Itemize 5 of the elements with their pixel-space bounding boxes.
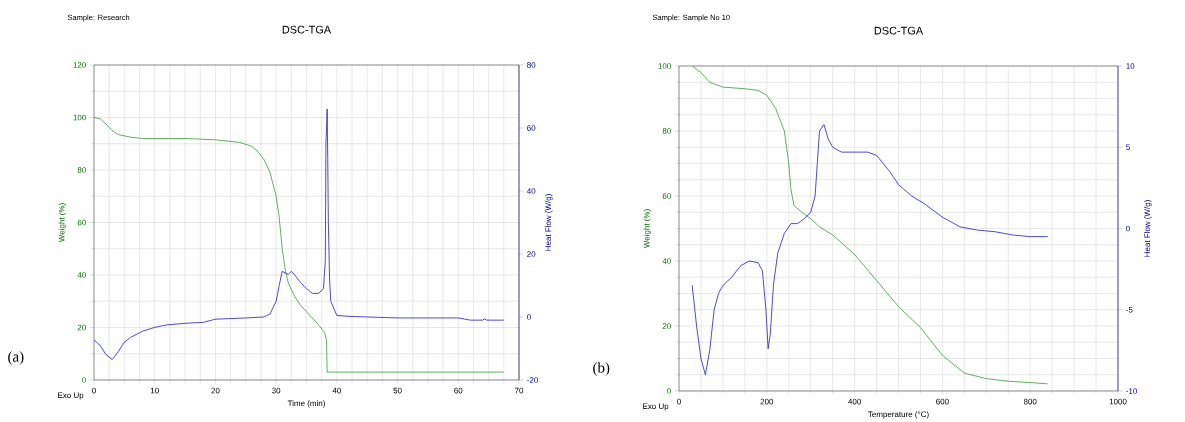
text: (a) — [8, 351, 24, 365]
line-series — [691, 65, 1049, 385]
chart-title: DSC-TGA — [282, 25, 332, 34]
chart-title: DSC-TGA — [874, 26, 924, 35]
text: (b) — [593, 362, 610, 376]
